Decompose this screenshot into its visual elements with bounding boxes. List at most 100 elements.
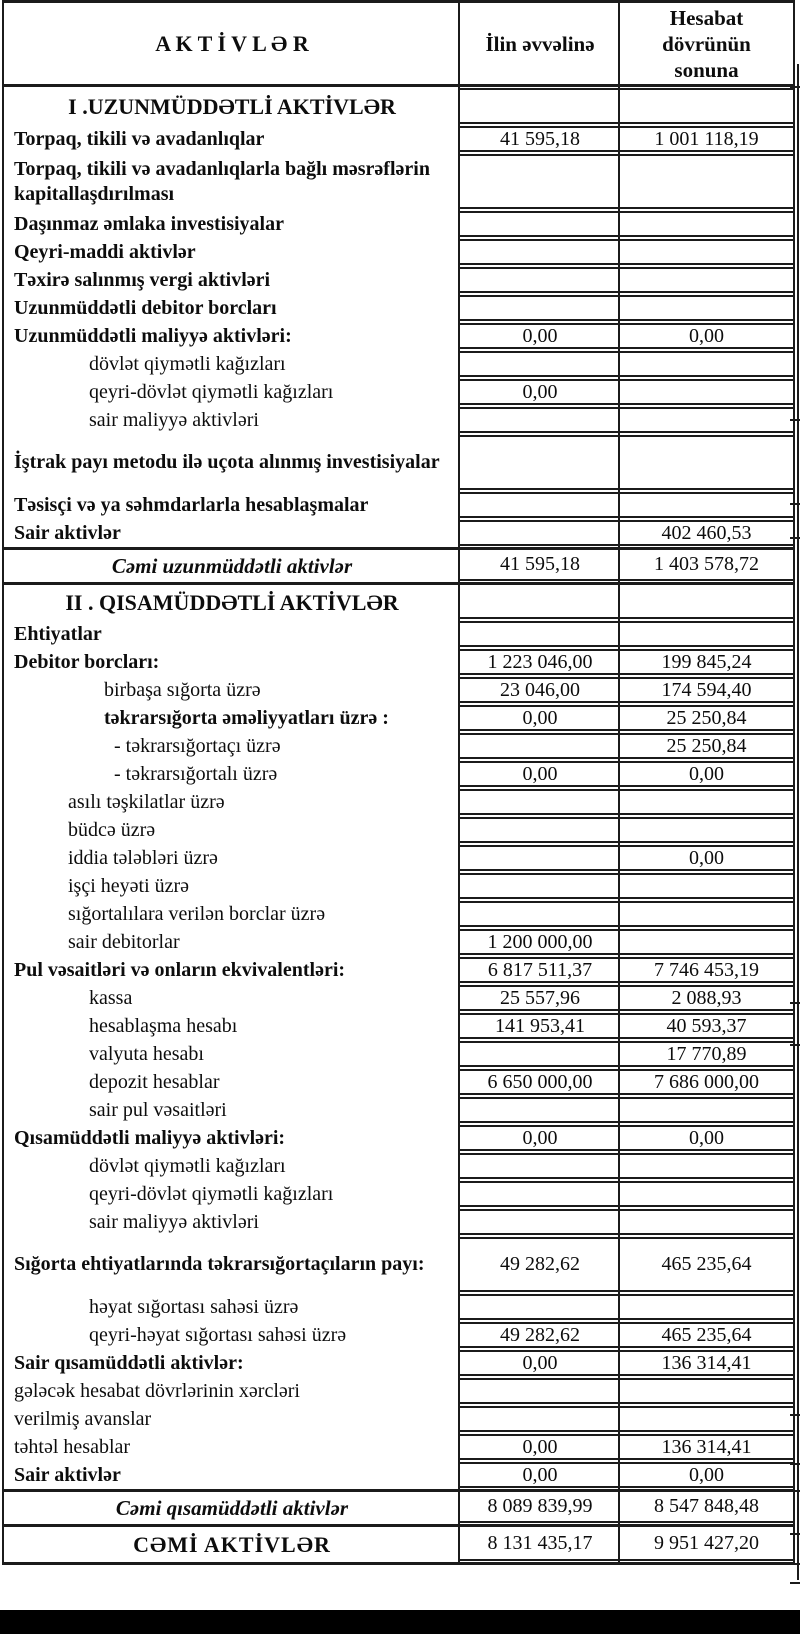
value-end-of-period [620,1209,793,1235]
value-beginning-of-year: 1 223 046,00 [460,649,620,675]
table-row: kassa 25 557,96 2 088,93 [4,984,793,1012]
table-row: sair maliyyə aktivləri [4,406,793,434]
row-label: Daşınmaz əmlaka investisiyalar [14,212,284,235]
row-label: Debitor borcları: [14,650,160,673]
value-end-of-period [620,351,793,377]
value-beginning-of-year [460,1153,620,1179]
row-label: valyuta hesabı [89,1042,204,1065]
row-label: birbaşa sığorta üzrə [104,678,261,701]
table-row: depozit hesablar 6 650 000,00 7 686 000,00 [4,1068,793,1096]
value-end-of-period: 465 235,64 [620,1322,793,1348]
value-end-of-period [620,1153,793,1179]
table-row: - təkrarsığortaçı üzrə 25 250,84 [4,732,793,760]
row-label: Torpaq, tikili və avadanlıqlar [14,127,265,150]
value-beginning-of-year [460,1097,620,1123]
table-row: I .UZUNMÜDDƏTLİ AKTİVLƏR [4,87,793,125]
value-end-of-period [620,154,793,209]
row-label: Sair aktivlər [14,1463,121,1486]
row-label: depozit hesablar [89,1070,220,1093]
value-beginning-of-year: 41 595,18 [460,550,620,581]
table-row: - təkrarsığortalı üzrə 0,00 0,00 [4,760,793,788]
table-row: işçi heyəti üzrə [4,872,793,900]
value-beginning-of-year [460,492,620,518]
value-beginning-of-year [460,435,620,490]
table-row: valyuta hesabı 17 770,89 [4,1040,793,1068]
row-label: I .UZUNMÜDDƏTLİ AKTİVLƏR [68,93,396,119]
value-beginning-of-year [460,873,620,899]
table-row: Sığorta ehtiyatlarında təkrarsığortaçıla… [4,1236,793,1293]
value-beginning-of-year: 0,00 [460,379,620,405]
row-label: Pul vəsaitləri və onların ekvivalentləri… [14,958,346,981]
row-label: sığortalılara verilən borclar üzrə [68,902,326,925]
value-end-of-period [620,929,793,955]
value-beginning-of-year [460,585,620,619]
row-label: kassa [89,986,133,1009]
row-label: CƏMİ AKTİVLƏR [133,1532,331,1557]
scan-artifact-tick [790,1002,800,1004]
table-row: Cəmi qısamüddətli aktivlər 8 089 839,99 8 … [4,1489,793,1524]
row-label: təhtəl hesablar [14,1435,131,1458]
value-beginning-of-year: 0,00 [460,705,620,731]
row-label: II . QISAMÜDDƏTLİ AKTİVLƏR [65,590,399,615]
value-beginning-of-year: 0,00 [460,1125,620,1151]
value-end-of-period: 7 746 453,19 [620,957,793,983]
value-end-of-period [620,873,793,899]
table-row: II . QISAMÜDDƏTLİ AKTİVLƏR [4,582,793,620]
table-row: sığortalılara verilən borclar üzrə [4,900,793,928]
table-row: hesablaşma hesabı 141 953,41 40 593,37 [4,1012,793,1040]
value-end-of-period [620,1378,793,1404]
value-beginning-of-year [460,295,620,321]
row-label: Uzunmüddətli debitor borcları [14,296,277,319]
value-end-of-period [620,492,793,518]
table-row: Təxirə salınmış vergi aktivləri [4,266,793,294]
value-end-of-period: 8 547 848,48 [620,1492,793,1523]
row-label: İştrak payı metodu ilə uçota alınmış inv… [14,451,440,473]
value-beginning-of-year: 1 200 000,00 [460,929,620,955]
value-end-of-period: 199 845,24 [620,649,793,675]
value-beginning-of-year [460,267,620,293]
value-end-of-period: 25 250,84 [620,733,793,759]
value-end-of-period [620,789,793,815]
table-row: sair maliyyə aktivləri [4,1208,793,1236]
value-beginning-of-year: 49 282,62 [460,1322,620,1348]
row-label: iddia tələbləri üzrə [68,846,218,869]
value-end-of-period [620,1294,793,1320]
value-beginning-of-year [460,817,620,843]
value-beginning-of-year [460,1209,620,1235]
value-beginning-of-year [460,520,620,546]
value-beginning-of-year: 25 557,96 [460,985,620,1011]
value-end-of-period [620,585,793,619]
column-divider-line [458,3,460,1562]
table-row: Daşınmaz əmlaka investisiyalar [4,210,793,238]
value-end-of-period: 136 314,41 [620,1434,793,1460]
row-label: Təxirə salınmış vergi aktivləri [14,268,271,291]
header-beginning-of-year: İlin əvvəlinə [485,31,595,56]
row-label: - təkrarsığortalı üzrə [114,762,278,785]
table-row: Uzunmüddətli debitor borcları [4,294,793,322]
table-row: dövlət qiymətli kağızları [4,350,793,378]
row-label: - təkrarsığortaçı üzrə [114,734,281,757]
value-end-of-period [620,295,793,321]
row-label: qeyri-dövlət qiymətli kağızları [89,380,334,403]
row-label: həyat sığortası sahəsi üzrə [89,1295,299,1318]
table-row: iddia tələbləri üzrə 0,00 [4,844,793,872]
scan-artifact-tick [790,1463,800,1465]
value-end-of-period: 2 088,93 [620,985,793,1011]
value-end-of-period [620,1406,793,1432]
value-beginning-of-year [460,901,620,927]
row-label: Qeyri-maddi aktivlər [14,240,196,263]
table-row: təhtəl hesablar 0,00 136 314,41 [4,1433,793,1461]
table-header-row: A K T İ V L Ə R İlin əvvəlinə Hesabat dö… [4,3,793,87]
row-label: Sığorta ehtiyatlarında təkrarsığortaçıla… [14,1253,425,1275]
value-beginning-of-year [460,154,620,209]
row-label: gələcək hesabat dövrlərinin xərcləri [14,1379,300,1402]
scan-artifact-tick [790,503,800,505]
table-row: Ehtiyatlar [4,620,793,648]
value-beginning-of-year: 0,00 [460,761,620,787]
scan-artifact-tick [790,1533,800,1535]
table-row: Torpaq, tikili və avadanlıqlar 41 595,18 1… [4,125,793,153]
scan-artifact-tick [790,1414,800,1416]
value-end-of-period [620,88,793,124]
row-label: dövlət qiymətli kağızları [89,352,286,375]
value-beginning-of-year [460,733,620,759]
